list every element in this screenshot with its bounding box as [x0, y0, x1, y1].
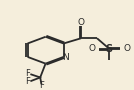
- Text: N: N: [62, 53, 69, 62]
- Text: F: F: [25, 69, 30, 78]
- Text: O: O: [123, 44, 130, 53]
- Text: O: O: [77, 18, 84, 27]
- Text: S: S: [106, 44, 113, 54]
- Text: F: F: [25, 77, 30, 86]
- Text: F: F: [39, 81, 44, 90]
- Text: O: O: [88, 44, 95, 53]
